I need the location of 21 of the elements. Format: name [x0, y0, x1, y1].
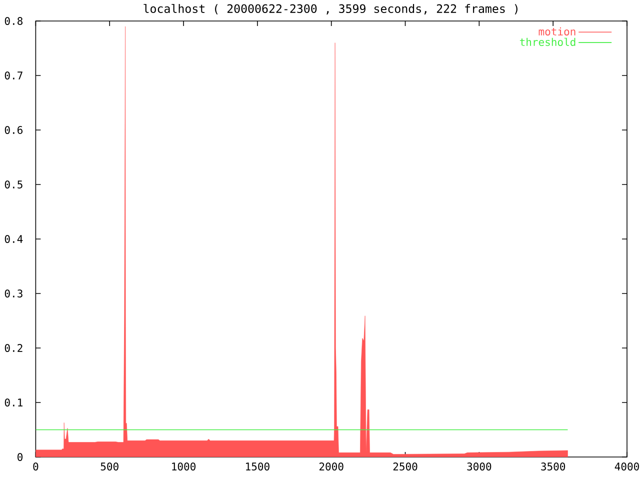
- y-tick-label: 0.6: [4, 126, 22, 134]
- legend-label: threshold: [520, 38, 576, 46]
- y-tick-label: 0.7: [4, 72, 22, 80]
- x-tick-label: 2500: [393, 462, 418, 470]
- y-tick-label: 0.2: [4, 344, 22, 352]
- chart-title: localhost ( 20000622-2300 , 3599 seconds, 222 frames ): [144, 4, 518, 14]
- x-tick-label: 0: [33, 462, 38, 470]
- y-tick-label: 0.8: [4, 17, 23, 25]
- legend-label: motion: [538, 27, 576, 36]
- y-tick-label: 0.1: [4, 398, 22, 406]
- y-tick-label: 0.4: [4, 235, 23, 243]
- x-tick-label: 1500: [246, 462, 270, 470]
- x-tick-label: 500: [100, 462, 118, 470]
- x-tick-label: 3000: [467, 462, 492, 470]
- x-tick-label: 3500: [541, 462, 566, 470]
- x-tick-label: 2000: [319, 462, 344, 470]
- x-tick-label: 4000: [614, 462, 639, 470]
- x-tick-label: 1000: [172, 462, 196, 470]
- y-tick-label: 0.5: [4, 180, 22, 188]
- y-tick-label: 0: [18, 453, 22, 461]
- y-tick-label: 0.3: [4, 290, 22, 298]
